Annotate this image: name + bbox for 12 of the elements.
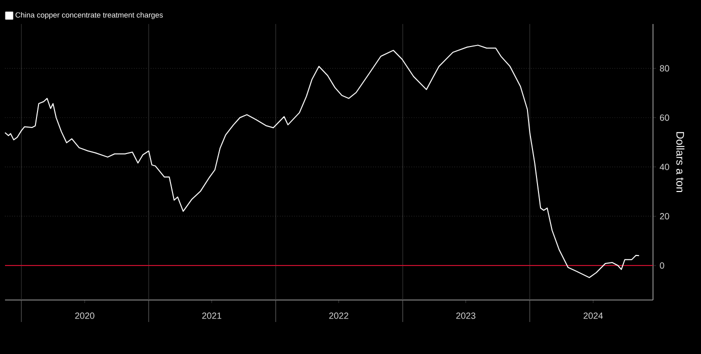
x-tick-label: 2021 (202, 312, 222, 319)
x-tick-label: 2022 (329, 312, 348, 319)
y-tick-label: 0 (660, 262, 664, 269)
x-tick-label: 2020 (75, 312, 94, 319)
x-tick-label: 2023 (456, 312, 476, 319)
line-series (4, 44, 640, 278)
y-tick-label: 80 (660, 65, 670, 72)
x-tick-label: 2024 (584, 312, 603, 319)
y-tick-label: 60 (660, 114, 670, 121)
y-tick-label: 20 (660, 213, 670, 220)
y-tick-label: 40 (660, 164, 670, 170)
y-axis-title: Dollars a ton (676, 132, 684, 192)
